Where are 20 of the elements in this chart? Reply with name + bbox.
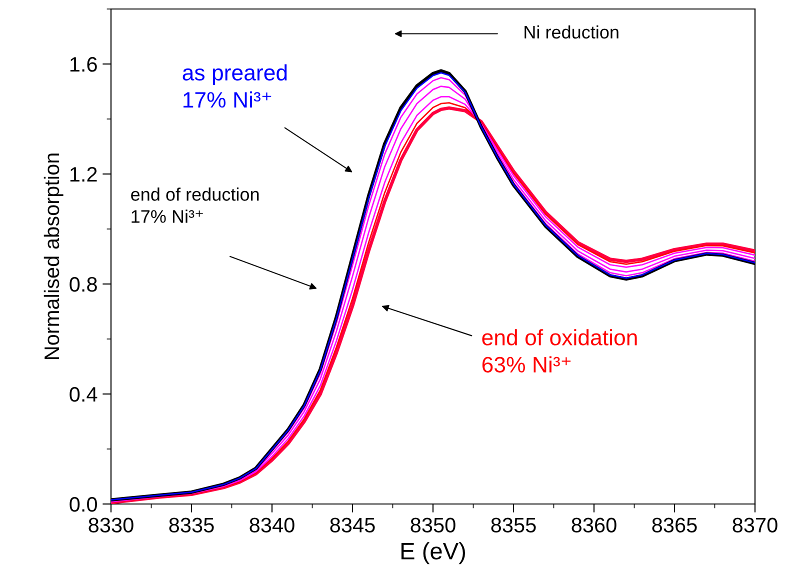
annotation: end of reduction 17% Ni³⁺	[131, 188, 259, 223]
y-tick-label: 1.6	[70, 57, 97, 72]
y-tick-label: 0.4	[70, 387, 98, 402]
y-tick-label: 1.2	[70, 167, 97, 182]
y-tick-label: 0.0	[70, 497, 97, 512]
annotation: as preared 17% Ni³⁺	[182, 64, 287, 108]
x-axis-title: E (eV)	[401, 542, 465, 564]
annotation: Ni reduction	[524, 25, 618, 39]
x-tick-label: 8370	[732, 518, 778, 532]
annotation: end of oxidation 63% Ni³⁺	[482, 329, 637, 373]
x-tick-label: 8335	[169, 518, 214, 532]
x-tick-label: 8350	[410, 518, 456, 532]
x-tick-label: 8365	[652, 518, 697, 532]
x-tick-label: 8355	[491, 518, 536, 532]
x-tick-label: 8330	[88, 518, 134, 532]
y-tick-label: 0.8	[70, 277, 97, 292]
y-axis-title: Normalised absorption	[44, 154, 64, 359]
x-tick-label: 8340	[250, 518, 294, 532]
x-tick-label: 8360	[572, 518, 616, 532]
x-tick-label: 8345	[330, 518, 375, 532]
